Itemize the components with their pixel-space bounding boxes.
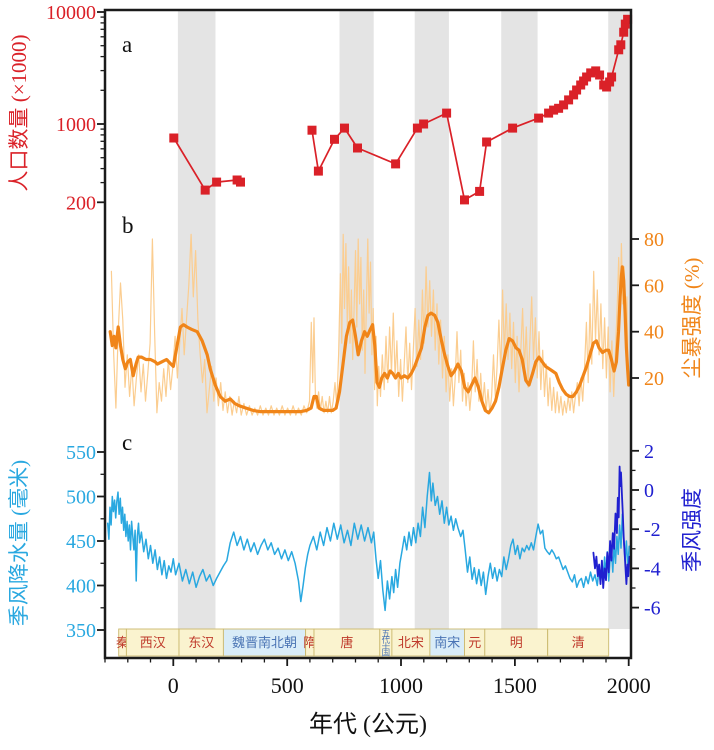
precipitation-tick-label: 350 — [66, 620, 96, 642]
dust-tick-label: 60 — [644, 275, 664, 297]
population-data-point — [353, 143, 362, 153]
dynasty-label: 南宋 — [434, 635, 460, 650]
panel-letter-a: a — [122, 32, 132, 57]
x-tick-label: 1500 — [493, 673, 537, 698]
population-data-point — [419, 119, 429, 129]
dynasty-label: 隋 — [303, 635, 316, 650]
x-tick-label: 0 — [168, 673, 179, 698]
dust-tick-label: 20 — [644, 368, 664, 390]
monsoon-tick-label: 2 — [644, 441, 654, 463]
plot-frame — [103, 8, 633, 660]
population-data-point — [564, 95, 574, 105]
population-data-point — [236, 177, 245, 187]
panel-letter-b: b — [122, 213, 134, 238]
monsoon-tick-label: -6 — [644, 598, 661, 620]
dynasty-band — [484, 628, 549, 657]
dynasty-band — [222, 628, 307, 657]
population-data-point — [391, 159, 401, 169]
population-data-point — [544, 108, 554, 118]
population-data-point — [614, 45, 624, 55]
panel-letter-c: c — [122, 430, 132, 455]
population-data-point — [569, 90, 579, 100]
precipitation-tick-label: 550 — [66, 442, 96, 464]
population-tick-label: 200 — [66, 192, 96, 214]
population-data-point — [586, 68, 596, 78]
highlight-band — [177, 10, 216, 629]
precipitation-tick-label: 450 — [66, 531, 96, 553]
population-data-point — [572, 85, 582, 95]
dynasty-label: 清 — [572, 635, 585, 650]
dynasty-label: 元 — [468, 635, 481, 650]
population-data-point — [460, 195, 469, 205]
population-data-point — [602, 82, 612, 92]
dust-tick-label: 40 — [644, 322, 664, 344]
population-data-point — [620, 19, 630, 29]
dynasty-label: 魏晋南北朝 — [232, 635, 297, 650]
monsoon-tick-label: -2 — [644, 519, 661, 541]
population-data-point — [619, 27, 629, 37]
monsoon-tick-label: 0 — [644, 480, 654, 502]
dynasty-band — [547, 628, 610, 657]
x-tick-label: 2000 — [607, 673, 651, 698]
population-data-point — [554, 103, 564, 113]
precipitation-tick-label: 400 — [66, 576, 96, 598]
population-data-point — [412, 123, 422, 133]
dust-tick-label: 80 — [644, 229, 664, 251]
dynasty-band — [391, 628, 431, 657]
population-data-point — [475, 186, 485, 196]
population-data-point — [559, 100, 569, 110]
population-data-point — [616, 40, 626, 50]
population-data-point — [607, 72, 617, 82]
dust-storm-smoothed-series — [108, 265, 631, 415]
dynasty-band-layer: 秦西汉 东汉 魏晋南北朝隋 唐 五代十国北宋 南宋元 明 清 — [116, 628, 610, 658]
series-layer — [106, 14, 633, 612]
population-data-point — [340, 123, 349, 133]
population-data-point — [508, 123, 518, 133]
dynasty-label: 东汉 — [188, 635, 214, 650]
dynasty-label: 五代十国 — [382, 629, 391, 658]
x-axis-title: 年代 (公元) — [309, 711, 427, 738]
population-tick-label: 1000 — [56, 114, 96, 136]
x-tick-label: 1000 — [379, 673, 423, 698]
dynasty-label: 西汉 — [140, 635, 166, 650]
dynasty-band — [125, 628, 180, 657]
y-axis-title-monsoon-precipitation: 季风降水量 (毫米) — [7, 460, 31, 626]
population-data-point — [169, 133, 179, 143]
dynasty-label: 北宋 — [398, 635, 424, 650]
population-data-point — [482, 137, 492, 147]
population-data-point — [534, 113, 544, 123]
population-data-point — [595, 70, 605, 80]
population-data-point — [313, 166, 323, 176]
dynasty-band — [429, 628, 465, 657]
population-data-point — [200, 185, 210, 195]
y-axis-title-dust-intensity: 尘暴强度 (%) — [680, 258, 704, 379]
dynasty-band — [313, 628, 381, 657]
y-axis-title-monsoon-intensity: 季风强度 — [680, 488, 704, 572]
y-axis-title-population: 人口数量 (×1000) — [7, 34, 31, 191]
dynasty-label: 明 — [510, 635, 523, 650]
monsoon-precipitation-series — [106, 471, 630, 612]
dust-storm-raw-series — [110, 233, 629, 416]
population-data-point — [605, 77, 615, 87]
population-data-point — [212, 177, 222, 187]
population-data-point — [330, 134, 339, 144]
population-data-point — [623, 14, 633, 24]
dynasty-label: 唐 — [340, 635, 353, 650]
monsoon-intensity-series — [592, 465, 631, 589]
population-data-point — [307, 125, 317, 135]
monsoon-tick-label: -4 — [644, 558, 661, 580]
dynasty-label: 秦 — [116, 635, 129, 650]
population-tick-label: 10000 — [46, 2, 96, 24]
precipitation-tick-label: 500 — [66, 487, 96, 509]
population-data-point — [549, 105, 559, 115]
x-tick-label: 500 — [271, 673, 304, 698]
population-data-point — [442, 108, 452, 118]
axis-ticks-layer: 0 500 1000 1500 2000200100010000204060803504… — [46, 2, 664, 698]
